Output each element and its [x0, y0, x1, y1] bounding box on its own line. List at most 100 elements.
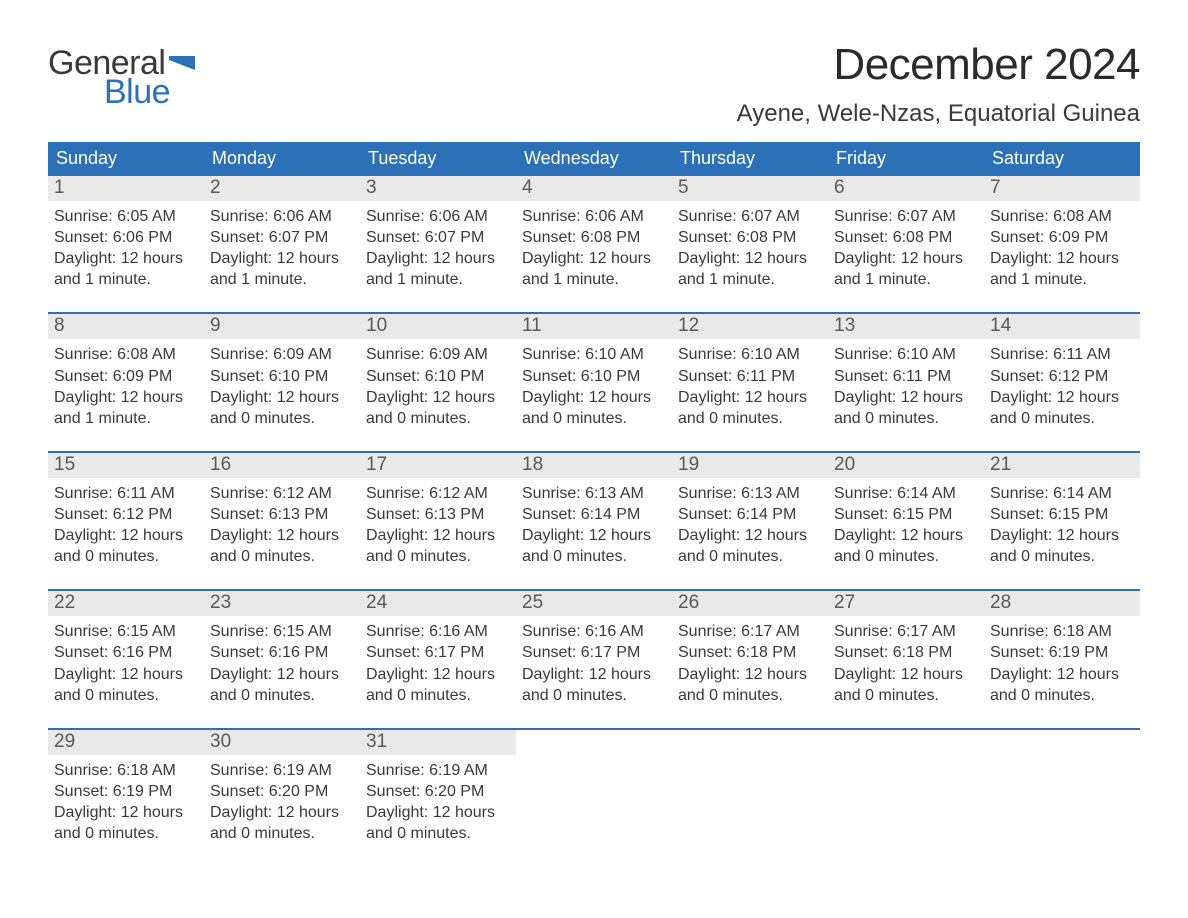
daylight-line1: Daylight: 12 hours: [678, 664, 822, 685]
daylight-line1: Daylight: 12 hours: [522, 525, 666, 546]
day-number: 18: [516, 453, 672, 478]
day-number: 9: [204, 314, 360, 339]
day-cell: 11Sunrise: 6:10 AMSunset: 6:10 PMDayligh…: [516, 314, 672, 432]
daylight-line2: and 0 minutes.: [210, 546, 354, 567]
daylight-line2: and 0 minutes.: [210, 685, 354, 706]
day-body: Sunrise: 6:12 AMSunset: 6:13 PMDaylight:…: [204, 478, 360, 571]
day-body: Sunrise: 6:15 AMSunset: 6:16 PMDaylight:…: [204, 616, 360, 709]
day-body: Sunrise: 6:06 AMSunset: 6:07 PMDaylight:…: [360, 201, 516, 294]
sunrise-text: Sunrise: 6:11 AM: [54, 483, 198, 504]
flag-icon: [169, 56, 195, 76]
week-row: 15Sunrise: 6:11 AMSunset: 6:12 PMDayligh…: [48, 451, 1140, 571]
day-body: Sunrise: 6:11 AMSunset: 6:12 PMDaylight:…: [984, 339, 1140, 432]
sunset-text: Sunset: 6:17 PM: [522, 642, 666, 663]
day-cell: 17Sunrise: 6:12 AMSunset: 6:13 PMDayligh…: [360, 453, 516, 571]
weeks-container: 1Sunrise: 6:05 AMSunset: 6:06 PMDaylight…: [48, 176, 1140, 848]
day-number: 22: [48, 591, 204, 616]
sunset-text: Sunset: 6:10 PM: [522, 366, 666, 387]
sunset-text: Sunset: 6:15 PM: [990, 504, 1134, 525]
day-cell: [672, 730, 828, 848]
day-cell: 16Sunrise: 6:12 AMSunset: 6:13 PMDayligh…: [204, 453, 360, 571]
day-number: [828, 730, 984, 733]
day-number: 3: [360, 176, 516, 201]
daylight-line1: Daylight: 12 hours: [522, 387, 666, 408]
day-cell: 20Sunrise: 6:14 AMSunset: 6:15 PMDayligh…: [828, 453, 984, 571]
day-header-saturday: Saturday: [984, 142, 1140, 176]
daylight-line2: and 0 minutes.: [210, 823, 354, 844]
day-cell: 13Sunrise: 6:10 AMSunset: 6:11 PMDayligh…: [828, 314, 984, 432]
daylight-line1: Daylight: 12 hours: [210, 802, 354, 823]
daylight-line1: Daylight: 12 hours: [834, 664, 978, 685]
daylight-line1: Daylight: 12 hours: [210, 664, 354, 685]
sunrise-text: Sunrise: 6:08 AM: [990, 206, 1134, 227]
sunset-text: Sunset: 6:15 PM: [834, 504, 978, 525]
day-number: 23: [204, 591, 360, 616]
daylight-line1: Daylight: 12 hours: [210, 248, 354, 269]
daylight-line2: and 1 minute.: [522, 269, 666, 290]
sunrise-text: Sunrise: 6:17 AM: [678, 621, 822, 642]
sunset-text: Sunset: 6:17 PM: [366, 642, 510, 663]
sunrise-text: Sunrise: 6:18 AM: [990, 621, 1134, 642]
sunrise-text: Sunrise: 6:17 AM: [834, 621, 978, 642]
day-cell: 8Sunrise: 6:08 AMSunset: 6:09 PMDaylight…: [48, 314, 204, 432]
sunrise-text: Sunrise: 6:07 AM: [834, 206, 978, 227]
day-cell: 3Sunrise: 6:06 AMSunset: 6:07 PMDaylight…: [360, 176, 516, 294]
day-number: 25: [516, 591, 672, 616]
daylight-line2: and 0 minutes.: [522, 408, 666, 429]
day-header-tuesday: Tuesday: [360, 142, 516, 176]
sunrise-text: Sunrise: 6:18 AM: [54, 760, 198, 781]
sunrise-text: Sunrise: 6:06 AM: [366, 206, 510, 227]
day-body: Sunrise: 6:14 AMSunset: 6:15 PMDaylight:…: [828, 478, 984, 571]
daylight-line1: Daylight: 12 hours: [990, 525, 1134, 546]
day-number: 27: [828, 591, 984, 616]
daylight-line1: Daylight: 12 hours: [678, 525, 822, 546]
sunset-text: Sunset: 6:12 PM: [990, 366, 1134, 387]
day-cell: 14Sunrise: 6:11 AMSunset: 6:12 PMDayligh…: [984, 314, 1140, 432]
day-number: 15: [48, 453, 204, 478]
day-body: Sunrise: 6:19 AMSunset: 6:20 PMDaylight:…: [204, 755, 360, 848]
day-cell: [984, 730, 1140, 848]
daylight-line1: Daylight: 12 hours: [990, 387, 1134, 408]
day-cell: 30Sunrise: 6:19 AMSunset: 6:20 PMDayligh…: [204, 730, 360, 848]
daylight-line2: and 0 minutes.: [522, 685, 666, 706]
daylight-line2: and 0 minutes.: [366, 408, 510, 429]
sunset-text: Sunset: 6:13 PM: [210, 504, 354, 525]
day-number: 21: [984, 453, 1140, 478]
logo-blue-text: Blue: [104, 73, 195, 112]
day-header-monday: Monday: [204, 142, 360, 176]
daylight-line1: Daylight: 12 hours: [522, 248, 666, 269]
day-header-wednesday: Wednesday: [516, 142, 672, 176]
day-body: Sunrise: 6:10 AMSunset: 6:10 PMDaylight:…: [516, 339, 672, 432]
day-number: 4: [516, 176, 672, 201]
daylight-line2: and 0 minutes.: [54, 685, 198, 706]
day-header-sunday: Sunday: [48, 142, 204, 176]
sunrise-text: Sunrise: 6:19 AM: [210, 760, 354, 781]
day-number: 6: [828, 176, 984, 201]
sunrise-text: Sunrise: 6:08 AM: [54, 344, 198, 365]
sunrise-text: Sunrise: 6:12 AM: [210, 483, 354, 504]
title-block: December 2024 Ayene, Wele-Nzas, Equatori…: [737, 40, 1140, 128]
sunset-text: Sunset: 6:20 PM: [210, 781, 354, 802]
daylight-line1: Daylight: 12 hours: [366, 248, 510, 269]
daylight-line1: Daylight: 12 hours: [54, 387, 198, 408]
day-number: 12: [672, 314, 828, 339]
day-cell: [828, 730, 984, 848]
day-body: Sunrise: 6:09 AMSunset: 6:10 PMDaylight:…: [204, 339, 360, 432]
day-body: Sunrise: 6:07 AMSunset: 6:08 PMDaylight:…: [672, 201, 828, 294]
day-number: 14: [984, 314, 1140, 339]
daylight-line1: Daylight: 12 hours: [366, 387, 510, 408]
daylight-line1: Daylight: 12 hours: [54, 664, 198, 685]
day-cell: 29Sunrise: 6:18 AMSunset: 6:19 PMDayligh…: [48, 730, 204, 848]
daylight-line1: Daylight: 12 hours: [54, 248, 198, 269]
day-header-row: Sunday Monday Tuesday Wednesday Thursday…: [48, 142, 1140, 176]
daylight-line2: and 0 minutes.: [678, 685, 822, 706]
week-row: 22Sunrise: 6:15 AMSunset: 6:16 PMDayligh…: [48, 589, 1140, 709]
day-cell: 28Sunrise: 6:18 AMSunset: 6:19 PMDayligh…: [984, 591, 1140, 709]
logo: General Blue: [48, 44, 195, 112]
day-body: Sunrise: 6:16 AMSunset: 6:17 PMDaylight:…: [516, 616, 672, 709]
sunset-text: Sunset: 6:07 PM: [366, 227, 510, 248]
day-cell: 9Sunrise: 6:09 AMSunset: 6:10 PMDaylight…: [204, 314, 360, 432]
sunrise-text: Sunrise: 6:11 AM: [990, 344, 1134, 365]
sunrise-text: Sunrise: 6:06 AM: [522, 206, 666, 227]
sunset-text: Sunset: 6:16 PM: [210, 642, 354, 663]
